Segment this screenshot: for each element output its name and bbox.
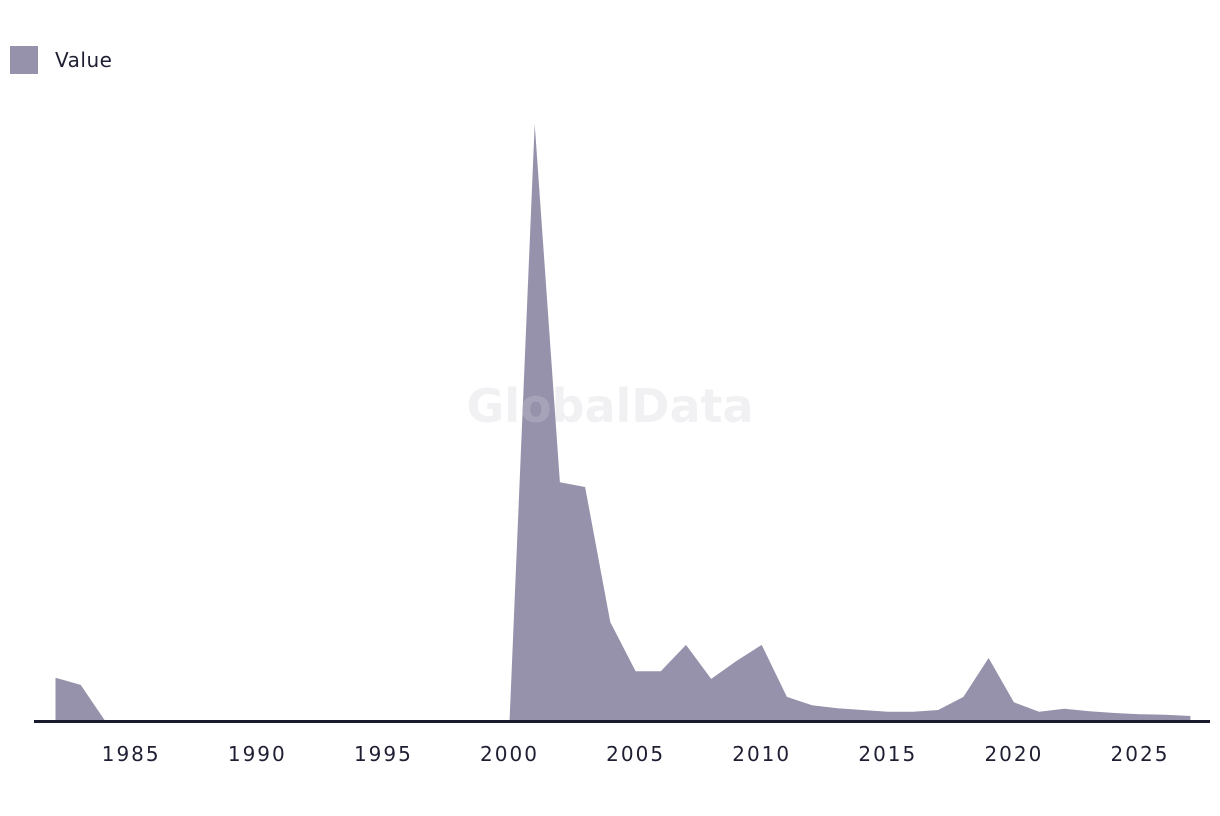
value-area-series <box>55 124 1191 722</box>
x-axis-tick-label: 2025 <box>1110 742 1170 766</box>
x-axis-tick-label: 2020 <box>984 742 1044 766</box>
x-axis-line <box>34 720 1210 723</box>
x-axis: 1985 1990 1995 2000 2005 2010 2015 2020 2025 <box>0 741 1220 773</box>
legend-label: Value <box>55 48 113 72</box>
x-axis-tick-label: 2015 <box>858 742 918 766</box>
legend: Value <box>10 46 112 74</box>
x-axis-tick-label: 2010 <box>732 742 792 766</box>
x-axis-tick-label: 1985 <box>101 742 161 766</box>
x-axis-tick-label: 2000 <box>480 742 539 766</box>
legend-swatch <box>10 46 38 74</box>
x-axis-tick-label: 1995 <box>353 742 413 766</box>
x-axis-tick-label: 1990 <box>227 742 287 766</box>
x-axis-tick-label: 2005 <box>606 742 666 766</box>
